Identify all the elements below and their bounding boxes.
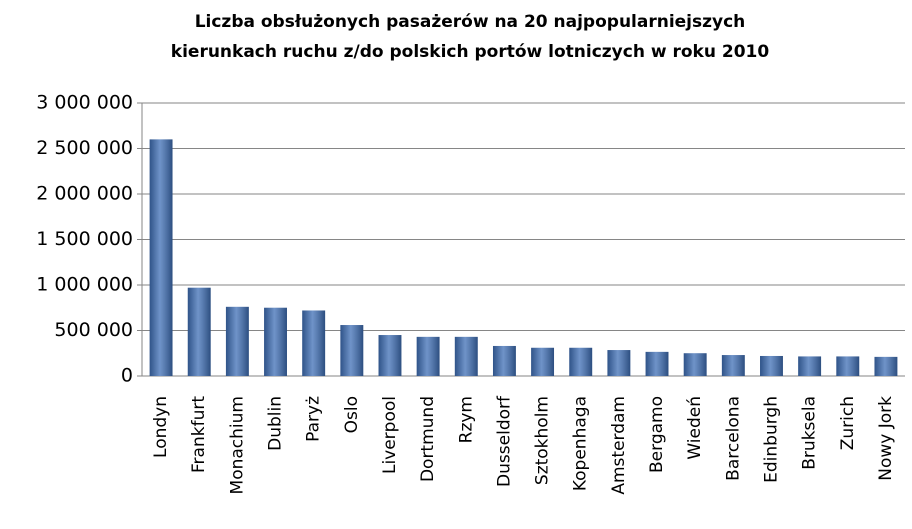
x-tick-label: Paryż (304, 396, 324, 442)
x-tick-label: Kopenhaga (571, 396, 591, 491)
bar-shading (264, 307, 287, 376)
x-tick-label: Dusseldorf (494, 395, 514, 487)
x-tick-label: Zurich (838, 396, 858, 450)
x-tick-label: Frankfurt (189, 396, 209, 473)
y-tick-label: 1 500 000 (36, 228, 133, 250)
y-tick-label: 500 000 (54, 319, 133, 341)
bar-shading (721, 355, 745, 376)
bar-shading (531, 347, 555, 376)
bar-shading (798, 356, 822, 376)
chart-title: Liczba obsłużonych pasażerów na 20 najpo… (195, 12, 746, 32)
bar-shading (416, 336, 440, 376)
y-tick-label: 1 000 000 (36, 274, 133, 296)
bar-shading (874, 356, 898, 376)
x-tick-label: Amsterdam (609, 396, 629, 495)
y-tick-label: 0 (121, 365, 133, 387)
x-tick-label: Londyn (151, 396, 171, 458)
bar-shading (607, 350, 631, 376)
x-tick-label: Nowy Jork (876, 396, 896, 481)
x-tick-label: Monachium (227, 396, 247, 494)
bar-shading (569, 347, 593, 376)
bar-shading (683, 353, 707, 376)
y-tick-label: 3 000 000 (36, 92, 133, 114)
x-tick-label: Sztokholm (533, 396, 553, 485)
x-tick-label: Rzym (456, 396, 476, 443)
bar-shading (187, 287, 211, 376)
bar-shading (225, 306, 249, 376)
chart-title: kierunkach ruchu z/do polskich portów lo… (171, 42, 770, 62)
x-tick-label: Liverpool (380, 396, 400, 474)
bar-shading (836, 356, 860, 376)
x-tick-label: Oslo (342, 396, 362, 433)
bar-shading (378, 335, 402, 376)
x-tick-label: Bruksela (800, 396, 820, 470)
x-tick-label: Barcelona (723, 396, 743, 481)
y-tick-label: 2 000 000 (36, 183, 133, 205)
bar-shading (760, 355, 783, 376)
y-tick-label: 2 500 000 (36, 137, 133, 159)
bar-shading (454, 336, 478, 376)
x-tick-label: Wiedeń (685, 396, 705, 460)
x-tick-label: Dortmund (418, 396, 438, 482)
x-tick-label: Edinburgh (761, 396, 781, 483)
bar-shading (302, 310, 326, 376)
bar-shading (645, 351, 669, 376)
bar-shading (149, 139, 173, 376)
x-tick-label: Dublin (266, 396, 286, 451)
x-tick-label: Bergamo (647, 396, 667, 473)
bar-shading (340, 325, 364, 376)
bar-shading (492, 345, 516, 376)
